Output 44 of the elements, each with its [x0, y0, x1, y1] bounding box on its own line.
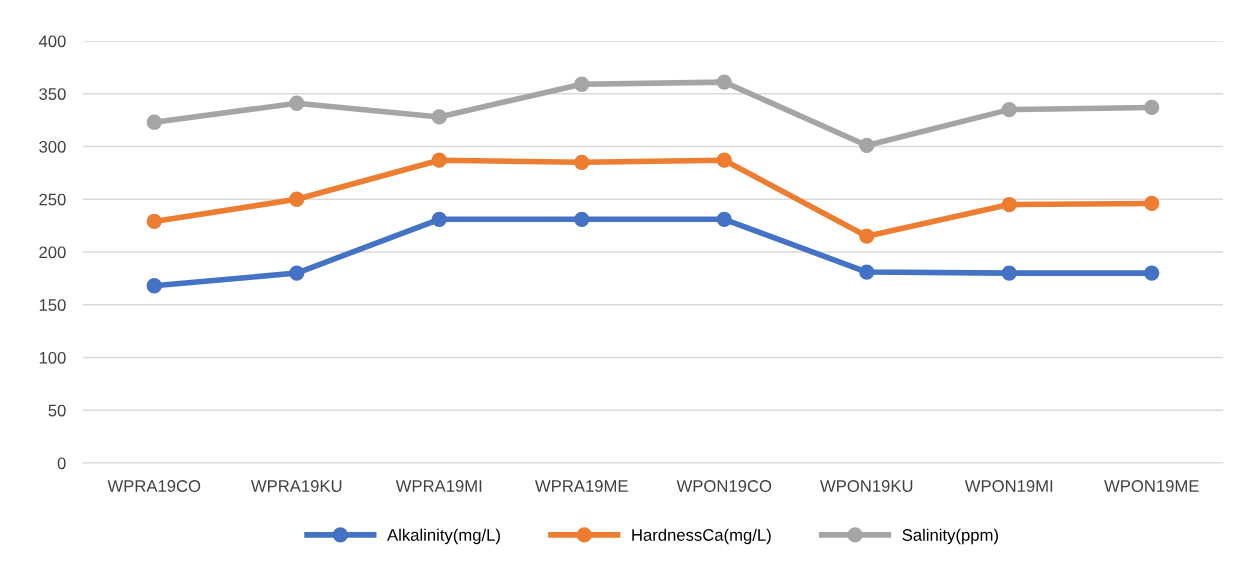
- point: [146, 213, 162, 230]
- point: [859, 228, 875, 244]
- point: [289, 265, 305, 281]
- point: [1144, 265, 1160, 281]
- x-tick-label: WPRA19KU: [250, 480, 342, 492]
- point: [859, 264, 875, 280]
- point: [716, 211, 732, 227]
- point: [1001, 265, 1017, 281]
- point: [289, 95, 305, 111]
- x-tick-label: WPON19KU: [820, 480, 913, 492]
- y-tick-label: 350: [39, 88, 66, 100]
- x-tick-label: WPON19CO: [676, 480, 772, 492]
- x-tick-label: WPRA19MI: [395, 480, 482, 492]
- y-tick-label: 200: [39, 246, 66, 259]
- y-tick-label: 100: [39, 351, 66, 364]
- point: [574, 211, 590, 227]
- point: [431, 152, 447, 168]
- x-tick-label: WPON19ME: [1104, 480, 1199, 492]
- y-tick-label: 0: [57, 457, 66, 470]
- x-tick-label: WPRA19CO: [107, 480, 201, 492]
- point: [431, 211, 447, 227]
- x-tick-label: WPRA19ME: [535, 480, 628, 492]
- y-tick-label: 150: [39, 299, 66, 311]
- y-tick-label: 50: [48, 404, 66, 417]
- legend-label: HardnessCa(mg/L): [632, 528, 771, 545]
- point: [289, 191, 305, 207]
- point: [574, 76, 590, 92]
- point: [716, 152, 732, 168]
- y-tick-label: 300: [39, 140, 66, 153]
- point: [146, 278, 162, 294]
- legend-label: Salinity(ppm): [902, 528, 998, 545]
- point: [1001, 196, 1017, 213]
- point: [716, 74, 732, 90]
- y-tick-label: 400: [38, 35, 66, 48]
- point: [1001, 101, 1017, 118]
- point: [146, 114, 162, 130]
- x-tick-label: WPON19MI: [964, 480, 1053, 492]
- point: [1144, 99, 1160, 116]
- point: [574, 154, 590, 170]
- y-tick-label: 250: [39, 193, 66, 206]
- legend-label: Alkalinity(mg/L): [387, 528, 500, 545]
- point: [859, 137, 875, 154]
- point: [1144, 195, 1160, 212]
- point: [431, 109, 447, 125]
